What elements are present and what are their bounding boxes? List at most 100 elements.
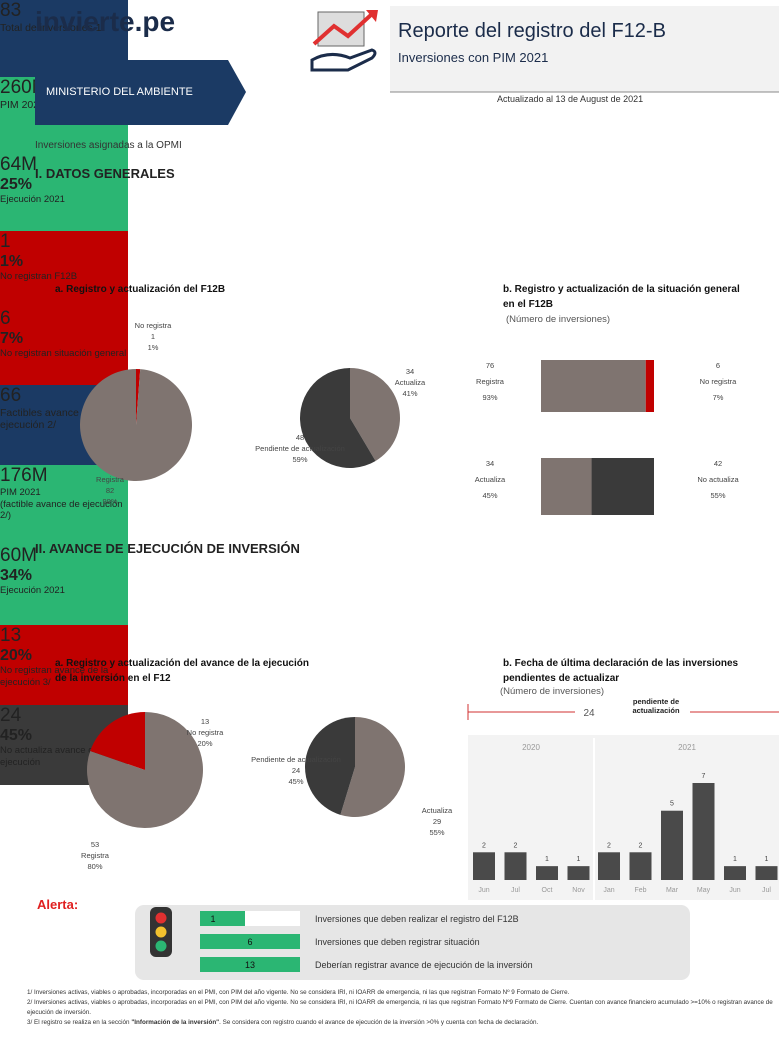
slice-label: Registra [476,377,505,386]
column-value: 1 [733,856,737,863]
slice-label: 20% [197,739,212,748]
alert-title: Alerta: [37,897,78,912]
subsection-title: b. Fecha de última declaración de las in… [503,656,753,686]
footnote-text: . Se considera con registro cuando el av… [219,1019,538,1026]
slice-label: 80% [87,862,102,871]
slice-label: No registra [700,377,738,386]
x-tick-label: Nov [572,887,585,894]
column [693,783,715,880]
slice-label: 41% [402,389,417,398]
column [568,866,590,880]
slice-label: Actualiza [422,806,453,815]
slice-label: 53 [91,840,99,849]
slice-label: Registra [81,851,110,860]
subsection-note: (Número de inversiones) [500,686,604,697]
slice-label: Registra [96,475,125,484]
light-yellow [156,927,167,938]
subsection-title: a. Registro y actualización del F12B [55,282,315,297]
traffic-light [150,907,172,957]
section-title: I. DATOS GENERALES [35,166,175,181]
slice-label: 24 [292,766,300,775]
subsection-note: (Número de inversiones) [506,312,753,327]
header-icon [312,10,378,70]
footnote-text: 3/ El registro se realiza en la sección [27,1019,131,1026]
column [505,852,527,880]
x-tick-label: Jun [478,887,489,894]
footnote: 1/ Inversiones activas, viables o aproba… [27,988,777,998]
slice-label: 99% [102,497,117,506]
slice-label: 55% [429,828,444,837]
slice-label: No actualiza [697,475,739,484]
footnote-text: "Información de la inversión" [131,1019,219,1026]
icon-hand [312,50,375,70]
header-panel [390,6,779,92]
column-value: 2 [607,842,611,849]
stack-segment [646,360,654,412]
alert-text: Inversiones que deben registrar situació… [315,937,480,947]
slice-label: 34 [406,367,414,376]
alert-bar [200,911,245,926]
slice-label: 55% [710,491,725,500]
year-label: 2020 [522,743,540,752]
slice-label: Pendiente de actualización [251,755,341,764]
column-value: 2 [514,842,518,849]
chart-total-label: pendiente de actualización [623,697,689,715]
column-value: 2 [639,842,643,849]
alert-value: 6 [247,937,252,947]
slice-label: 7% [713,393,724,402]
column [536,866,558,880]
alert-value: 1 [210,914,215,924]
alert-value: 13 [245,960,255,970]
slice-label: 42 [714,459,722,468]
column-value: 1 [765,856,769,863]
slice-label: Pendiente de actualización [255,444,345,453]
alert-text: Deberían registrar avance de ejecución d… [315,960,533,970]
column [724,866,746,880]
column [473,852,495,880]
slice-label: 45% [288,777,303,786]
slice-label: 76 [486,361,494,370]
x-tick-label: May [697,887,711,894]
slice-label: 59% [292,455,307,464]
slice-label: 93% [482,393,497,402]
footnote: 3/ El registro se realiza en la sección … [27,1018,777,1028]
column [661,811,683,880]
column-value: 1 [577,856,581,863]
stack-segment [592,458,654,515]
section-title: II. AVANCE DE EJECUCIÓN DE INVERSIÓN [35,541,300,556]
slice-label: 82 [106,486,114,495]
column-value: 5 [670,801,674,808]
report-page: No registra 1 1% Registra 82 99% 34 Actualiza 41… [0,0,779,1060]
graphics: No registra 1 1% Registra 82 99% 34 Actualiza 41… [0,0,779,1060]
column-value: 7 [702,773,706,780]
slice-label: 13 [201,717,209,726]
logo: invierte.pe [35,6,175,38]
x-tick-label: Jan [603,887,614,894]
slice-label: 45% [482,491,497,500]
slice-label: 48 [296,433,304,442]
light-red [156,913,167,924]
slice-label: 6 [716,361,720,370]
footnote: 2/ Inversiones activas, viables o aproba… [27,998,777,1018]
slice-label: No registra [187,728,225,737]
x-tick-label: Jul [762,887,771,894]
x-tick-label: Oct [542,887,553,894]
x-tick-label: Jun [729,887,740,894]
slice-label: 1 [151,332,155,341]
light-green [156,941,167,952]
subsection-title: a. Registro y actualización del avance d… [55,656,315,686]
x-tick-label: Jul [511,887,520,894]
slice-label: Actualiza [475,475,506,484]
footnotes: 1/ Inversiones activas, viables o aproba… [27,988,777,1028]
footnote-text: 2/ Inversiones activas, viables o aproba… [27,999,773,1016]
slice-label: 34 [486,459,494,468]
slice-label: 1% [148,343,159,352]
stack-segment [541,458,592,515]
column [756,866,778,880]
report-subtitle: Inversiones con PIM 2021 [398,50,548,65]
ministry-name: MINISTERIO DEL AMBIENTE [46,86,193,98]
slice-label: No registra [135,321,173,330]
subsection-title: b. Registro y actualización de la situac… [503,282,753,327]
assigned-note: Inversiones asignadas a la OPMI [35,140,182,151]
updated-date: Actualizado al 13 de August de 2021 [497,94,643,104]
